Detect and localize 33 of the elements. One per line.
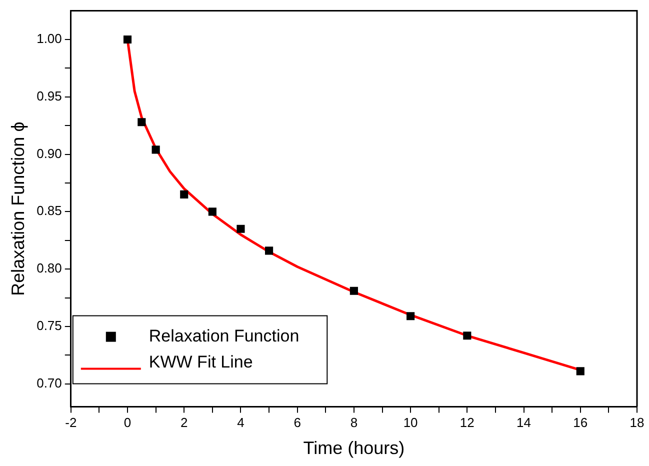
x-tick-label: 0	[124, 415, 132, 430]
y-tick-label: 0.85	[36, 203, 62, 218]
legend-label: KWW Fit Line	[148, 352, 253, 372]
x-tick-label: 4	[237, 415, 244, 430]
legend-label: Relaxation Function	[148, 326, 300, 346]
point	[138, 118, 146, 126]
x-tick-label: -2	[65, 415, 77, 430]
point	[152, 146, 160, 154]
x-axis-title: Time (hours)	[303, 438, 405, 458]
y-tick-label: 0.95	[36, 88, 62, 104]
point	[123, 35, 132, 44]
x-tick-label: 10	[403, 415, 418, 430]
point	[208, 208, 216, 216]
y-tick-label: 0.90	[36, 146, 62, 161]
x-tick-label: 14	[516, 415, 532, 430]
x-tick-label: 18	[630, 415, 644, 430]
point	[406, 312, 415, 320]
point	[576, 367, 584, 376]
x-tick-label: 8	[350, 415, 358, 430]
point	[350, 286, 358, 295]
x-tick-label: 6	[294, 415, 301, 430]
point	[180, 190, 188, 198]
x-tick-label: 12	[460, 415, 474, 430]
y-tick-label: 0.75	[36, 318, 62, 334]
y-tick-label: 0.80	[36, 260, 62, 276]
point	[265, 246, 274, 255]
y-tick-label: 0.70	[36, 375, 62, 390]
point	[463, 332, 472, 340]
y-axis-title: Relaxation Function ϕ	[8, 122, 28, 296]
point	[236, 224, 245, 233]
y-tick-label: 1.00	[36, 31, 62, 46]
x-tick-label: 2	[180, 415, 188, 430]
x-tick-label: 16	[573, 415, 588, 430]
